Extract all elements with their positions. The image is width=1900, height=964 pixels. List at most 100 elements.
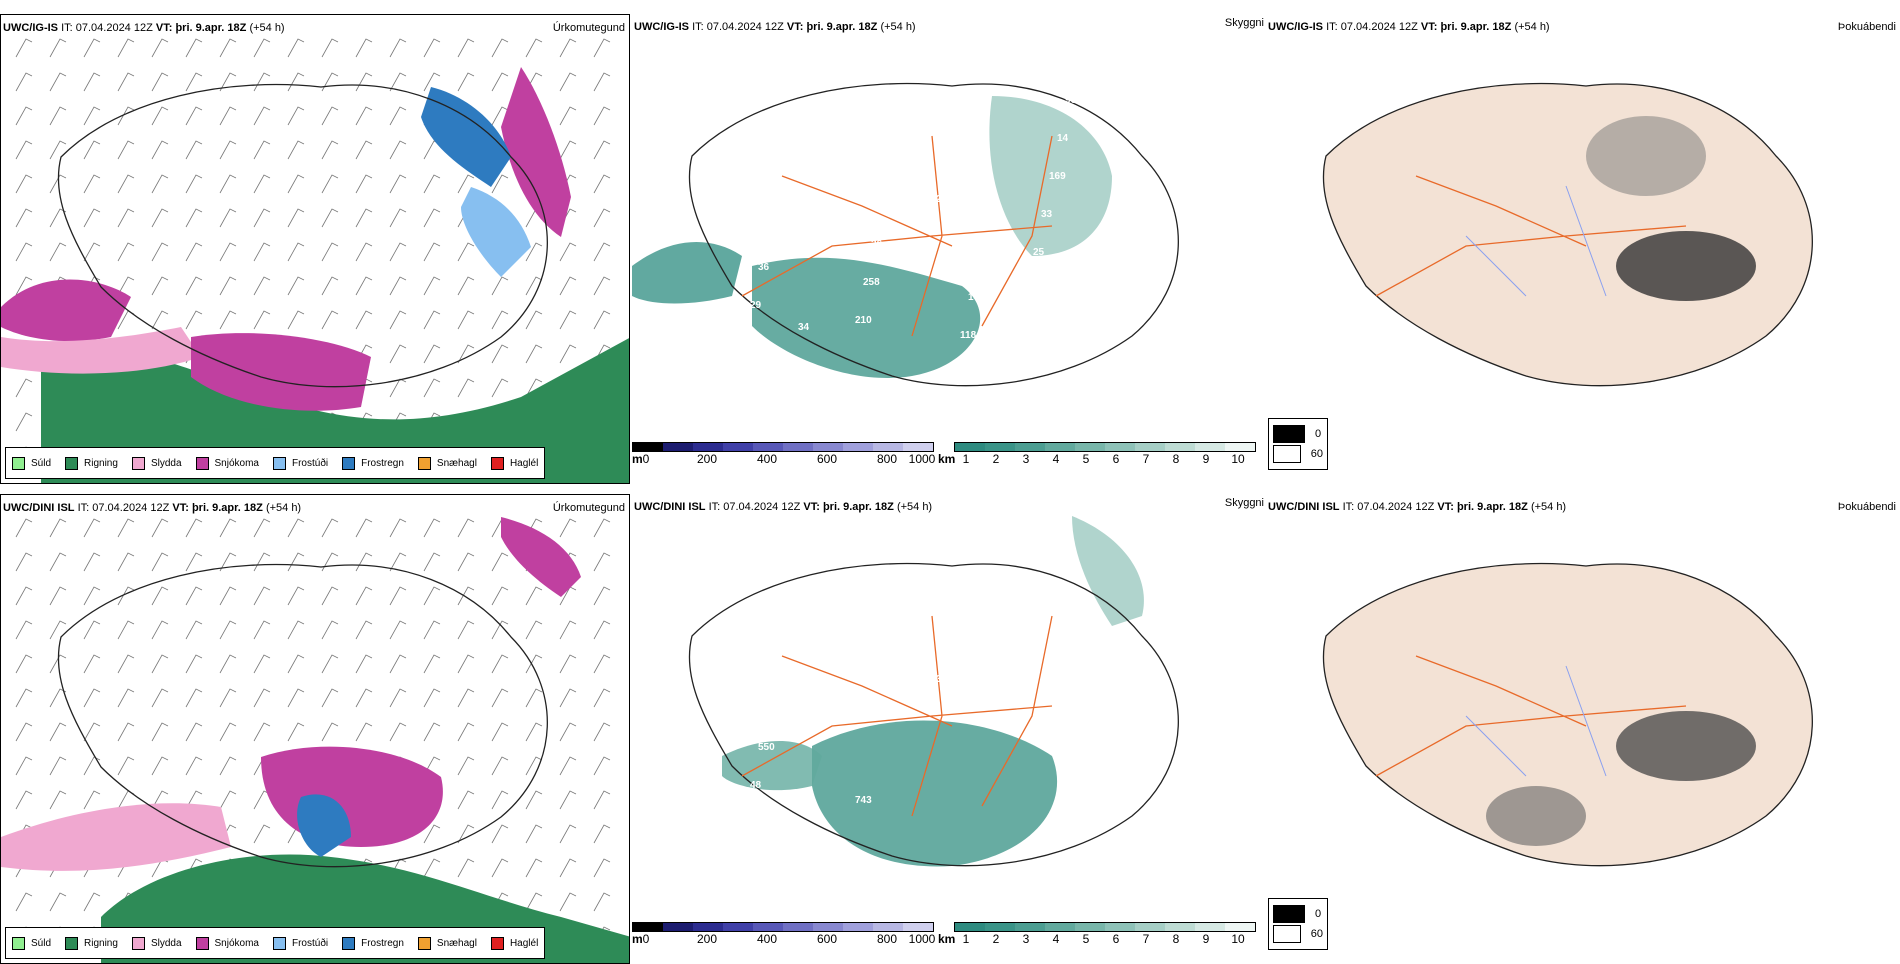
visibility-value: 702 — [742, 88, 759, 99]
wind-barb — [492, 791, 508, 809]
wind-barb — [288, 655, 304, 673]
wind-barb — [254, 209, 270, 227]
wind-barb — [84, 209, 100, 227]
legend-item: Snæhagl — [418, 937, 477, 950]
wind-barb — [254, 73, 270, 91]
wind-barb — [322, 311, 338, 329]
wind-barb — [84, 519, 100, 537]
panel-header: UWC/DINI ISL IT: 07.04.2024 12Z VT: þri.… — [3, 502, 301, 514]
fog-map — [1266, 516, 1900, 916]
wind-barb — [220, 277, 236, 295]
wind-barb — [594, 621, 610, 639]
panel-title: Skyggni — [1225, 497, 1264, 509]
visibility-value: 96 — [1065, 95, 1077, 106]
wind-barb — [254, 39, 270, 57]
snow-area — [501, 517, 581, 597]
visibility-value: 285 — [1049, 651, 1066, 662]
panel-header: UWC/IG-IS IT: 07.04.2024 12Z VT: þri. 9.… — [634, 21, 916, 33]
wind-barb — [118, 621, 134, 639]
wind-barb — [424, 587, 440, 605]
snow-area — [1, 280, 131, 342]
wind-barb — [356, 311, 372, 329]
wind-barb — [492, 723, 508, 741]
wind-barb — [492, 757, 508, 775]
wind-barb — [220, 209, 236, 227]
legend-item: Haglél — [491, 937, 538, 950]
wind-barb — [594, 175, 610, 193]
wind-barb — [526, 587, 542, 605]
legend-item: Snjókoma — [196, 937, 259, 950]
wind-barb — [288, 587, 304, 605]
wind-barb — [186, 107, 202, 125]
wind-barb — [492, 587, 508, 605]
wind-barb — [220, 791, 236, 809]
panel-title: Skyggni — [1225, 17, 1264, 29]
wind-barb — [560, 893, 576, 911]
wind-barb — [560, 39, 576, 57]
visibility-value: 42 — [847, 583, 859, 594]
wind-barb — [16, 587, 32, 605]
wind-barb — [492, 39, 508, 57]
wind-barb — [220, 243, 236, 261]
wind-barb — [594, 859, 610, 877]
wind-barb — [356, 209, 372, 227]
wind-barb — [458, 553, 474, 571]
wind-barb — [322, 209, 338, 227]
wind-barb — [288, 175, 304, 193]
wind-barb — [254, 655, 270, 673]
fog-panel-top: UWC/IG-IS IT: 07.04.2024 12Z VT: þri. 9.… — [1266, 14, 1900, 484]
wind-barb — [322, 723, 338, 741]
wind-barb — [84, 723, 100, 741]
wind-barb — [594, 39, 610, 57]
wind-barb — [356, 621, 372, 639]
wind-barb — [220, 311, 236, 329]
legend-item: Frostregn — [342, 457, 404, 470]
wind-barb — [84, 655, 100, 673]
wind-barb — [16, 757, 32, 775]
wind-barb — [288, 519, 304, 537]
wind-barb — [424, 311, 440, 329]
wind-barb — [492, 73, 508, 91]
wind-barb — [594, 587, 610, 605]
wind-barb — [254, 311, 270, 329]
wind-barb — [594, 107, 610, 125]
wind-barb — [560, 519, 576, 537]
wind-barb — [458, 655, 474, 673]
wind-barb — [458, 587, 474, 605]
visibility-value: 34 — [847, 103, 859, 114]
wind-barb — [84, 587, 100, 605]
wind-barb — [186, 757, 202, 775]
wind-barb — [560, 345, 576, 363]
legend-item: Frostúði — [273, 457, 328, 470]
wind-barb — [322, 655, 338, 673]
wind-barb — [322, 107, 338, 125]
wind-barb — [424, 723, 440, 741]
wind-barb — [594, 655, 610, 673]
wind-barb — [390, 243, 406, 261]
wind-barb — [322, 175, 338, 193]
wind-barb — [390, 689, 406, 707]
wind-barb — [50, 587, 66, 605]
wind-barb — [254, 689, 270, 707]
wind-barb — [458, 277, 474, 295]
wind-barb — [16, 209, 32, 227]
visibility-value: 289 — [774, 186, 791, 197]
frz-rain-area — [421, 87, 511, 187]
visibility-value: 568 — [790, 110, 807, 121]
wind-barb — [118, 655, 134, 673]
wind-barb — [84, 175, 100, 193]
wind-barb — [594, 73, 610, 91]
precip-legend: Súld Rigning Slydda Snjókoma Frostúði Fr… — [5, 927, 545, 959]
wind-barb — [560, 243, 576, 261]
visibility-value: 258 — [863, 277, 880, 288]
wind-barb — [526, 723, 542, 741]
visibility-colorbar: km 1 2 3 4 5 6 7 8 9 10 — [954, 922, 1256, 946]
wind-barb — [492, 277, 508, 295]
wind-barb — [560, 73, 576, 91]
visibility-value: 550 — [758, 742, 775, 753]
fog-panel-bottom: UWC/DINI ISL IT: 07.04.2024 12Z VT: þri.… — [1266, 494, 1900, 964]
legend-item: Rigning — [65, 937, 118, 950]
visibility-value: 457 — [887, 163, 904, 174]
wind-barb — [288, 243, 304, 261]
visibility-value: 521 — [1041, 689, 1058, 700]
